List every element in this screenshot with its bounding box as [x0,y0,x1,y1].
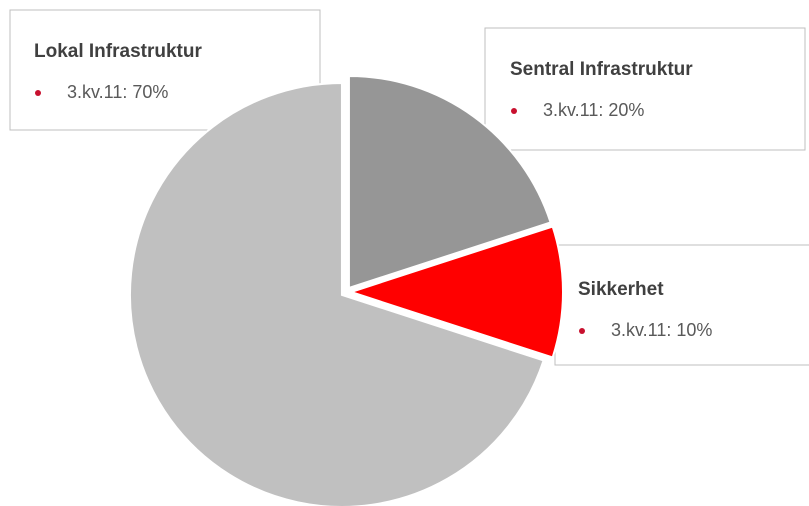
labels: Sentral Infrastruktur 3.kv.11: 20% Sikkerh… [34,41,712,340]
bullet [579,328,585,334]
bullet [35,90,41,96]
label-box [484,27,806,151]
pie-slice [347,225,564,359]
pie [129,74,564,506]
value-label: 3.kv.11: 10% [611,320,712,340]
value-label: 3.kv.11: 20% [543,100,644,120]
slice-name: Sikkerhet [578,279,664,300]
pie-slice [347,74,552,290]
slice-name: Sentral Infrastruktur [510,59,693,80]
bullet [511,108,517,114]
pie-slice [129,81,545,506]
slice-name: Lokal Infrastruktur [34,41,202,62]
label-box [554,244,809,366]
value-label: 3.kv.11: 70% [67,82,168,102]
